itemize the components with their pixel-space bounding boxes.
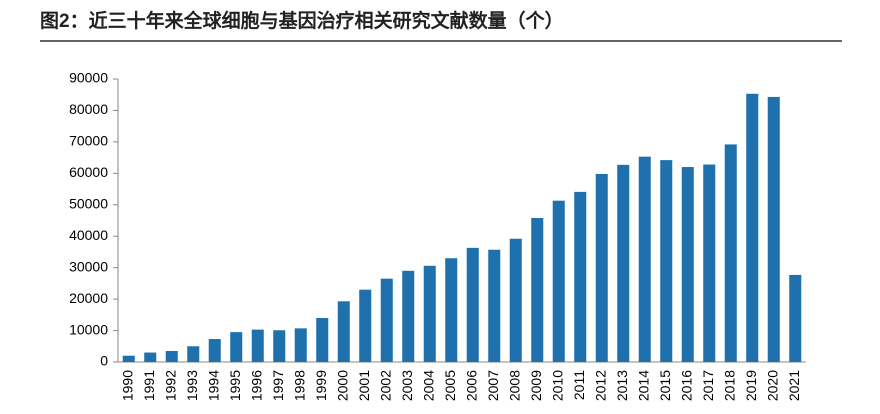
bar (230, 332, 243, 362)
x-tick-label: 1995 (227, 370, 243, 401)
bar (638, 156, 651, 362)
bar (208, 339, 221, 362)
bar (402, 270, 415, 362)
bar (294, 328, 307, 362)
y-tick-label: 50000 (69, 195, 108, 211)
x-tick-label: 2019 (743, 370, 759, 401)
bar (251, 329, 264, 362)
x-tick-label: 2017 (700, 370, 716, 401)
x-tick-label: 2012 (592, 370, 608, 401)
x-tick-label: 1991 (141, 370, 157, 401)
bar (509, 238, 522, 362)
y-tick-label: 30000 (69, 258, 108, 274)
x-tick-label: 2020 (764, 370, 780, 401)
y-tick-label: 70000 (69, 133, 108, 149)
bar (789, 274, 802, 362)
bar (617, 164, 630, 362)
x-tick-label: 2004 (420, 370, 436, 401)
x-tick-label: 2016 (678, 370, 694, 401)
x-tick-label: 2014 (635, 370, 651, 401)
chart-title: 图2：近三十年来全球细胞与基因治疗相关研究文献数量（个） (40, 9, 564, 32)
x-tick-label: 1999 (313, 370, 329, 401)
x-tick-label: 2001 (356, 370, 372, 401)
bar (466, 247, 479, 362)
bar (187, 346, 200, 362)
x-tick-label: 1992 (162, 370, 178, 401)
x-tick-label: 2009 (528, 370, 544, 401)
x-tick-label: 2021 (786, 370, 802, 401)
bar (316, 317, 329, 362)
bar (767, 96, 780, 362)
bar (703, 164, 716, 362)
x-tick-label: 2018 (721, 370, 737, 401)
x-tick-label: 2002 (377, 370, 393, 401)
bar (122, 355, 135, 362)
x-tick-label: 2006 (463, 370, 479, 401)
bar (359, 289, 372, 362)
x-tick-label: 2011 (571, 370, 587, 400)
y-tick-label: 20000 (69, 290, 108, 306)
x-tick-label: 2015 (657, 370, 673, 401)
x-tick-label: 1996 (248, 370, 264, 401)
x-tick-label: 2007 (485, 370, 501, 401)
bar (746, 93, 759, 362)
y-tick-label: 90000 (69, 70, 108, 86)
y-tick-label: 40000 (69, 227, 108, 243)
bar (445, 258, 458, 362)
bar (423, 265, 436, 362)
bar (531, 217, 544, 362)
x-tick-label: 1990 (119, 370, 135, 401)
x-tick-label: 1993 (184, 370, 200, 401)
bar (488, 249, 501, 362)
y-tick-label: 10000 (69, 321, 108, 337)
x-tick-label: 2005 (442, 370, 458, 401)
bar (552, 200, 565, 362)
bar (660, 160, 673, 362)
x-tick-label: 2003 (399, 370, 415, 401)
x-tick-label: 2008 (506, 370, 522, 401)
bar (681, 167, 694, 362)
bar (273, 330, 286, 362)
bar (337, 301, 350, 362)
bar (724, 144, 737, 362)
x-tick-label: 2010 (549, 370, 565, 401)
bar (574, 191, 587, 362)
bar (380, 278, 393, 362)
x-tick-label: 1997 (270, 370, 286, 401)
x-tick-label: 1994 (205, 370, 221, 401)
bar (595, 173, 608, 362)
x-tick-label: 2013 (614, 370, 630, 401)
y-tick-label: 80000 (69, 101, 108, 117)
bar (144, 352, 157, 362)
y-tick-label: 60000 (69, 164, 108, 180)
y-tick-label: 0 (100, 353, 108, 369)
bar (165, 350, 178, 362)
x-tick-label: 2000 (334, 370, 350, 401)
x-tick-label: 1998 (291, 370, 307, 401)
